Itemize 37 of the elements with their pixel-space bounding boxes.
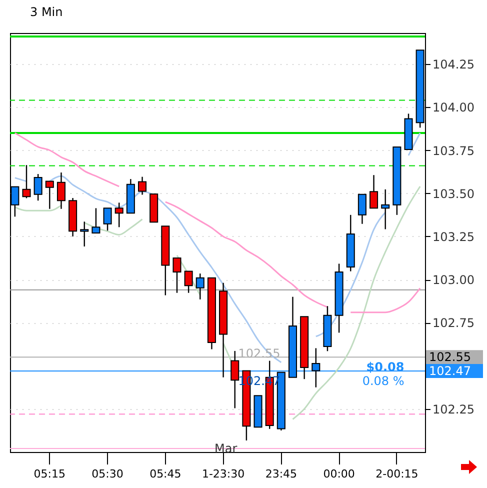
- candlestick: [172, 257, 182, 294]
- candlestick: [370, 174, 378, 209]
- ref-line-label: 102.55: [429, 350, 471, 364]
- candlestick: [92, 208, 100, 234]
- y-tick-label: 104.00: [432, 100, 474, 115]
- x-tick-label: 05:30: [92, 468, 124, 480]
- candlestick: [80, 221, 89, 248]
- candlestick: [34, 173, 42, 202]
- y-tick-label: 103.25: [432, 230, 474, 244]
- x-tick-label: 1-23:30: [202, 468, 245, 480]
- candlestick: [184, 270, 193, 294]
- y-tick-label: 102.75: [432, 316, 474, 330]
- candlestick: [312, 348, 320, 388]
- x-tick-label: 05:45: [150, 468, 182, 480]
- y-tick-label: 103.00: [432, 273, 474, 288]
- annotation: 0.08 %: [362, 374, 404, 388]
- x-tick-label: 00:00: [323, 468, 355, 480]
- annotation: Mar: [214, 442, 238, 456]
- x-tick-label: 2-00:15: [376, 468, 418, 480]
- chart-title: 3 Min: [30, 5, 63, 19]
- candlestick: [358, 194, 366, 224]
- ref-line-label: 102.47: [429, 364, 471, 378]
- y-tick-label: 102.25: [432, 402, 474, 416]
- candlestick: [196, 272, 204, 300]
- candlestick: [138, 176, 147, 196]
- candlestick: [114, 202, 124, 228]
- y-tick-label: 103.75: [432, 144, 474, 158]
- candlestick: [45, 180, 54, 210]
- y-tick-label: 103.50: [432, 186, 474, 201]
- x-tick-label: 23:45: [265, 468, 298, 480]
- candlestick: [56, 172, 66, 210]
- x-tick-label: 05:15: [34, 468, 66, 480]
- y-tick-label: 104.25: [432, 58, 474, 72]
- candlestick: [230, 350, 240, 409]
- candlestick: [381, 188, 390, 230]
- candlestick: [22, 164, 31, 199]
- candlestick: [103, 208, 112, 232]
